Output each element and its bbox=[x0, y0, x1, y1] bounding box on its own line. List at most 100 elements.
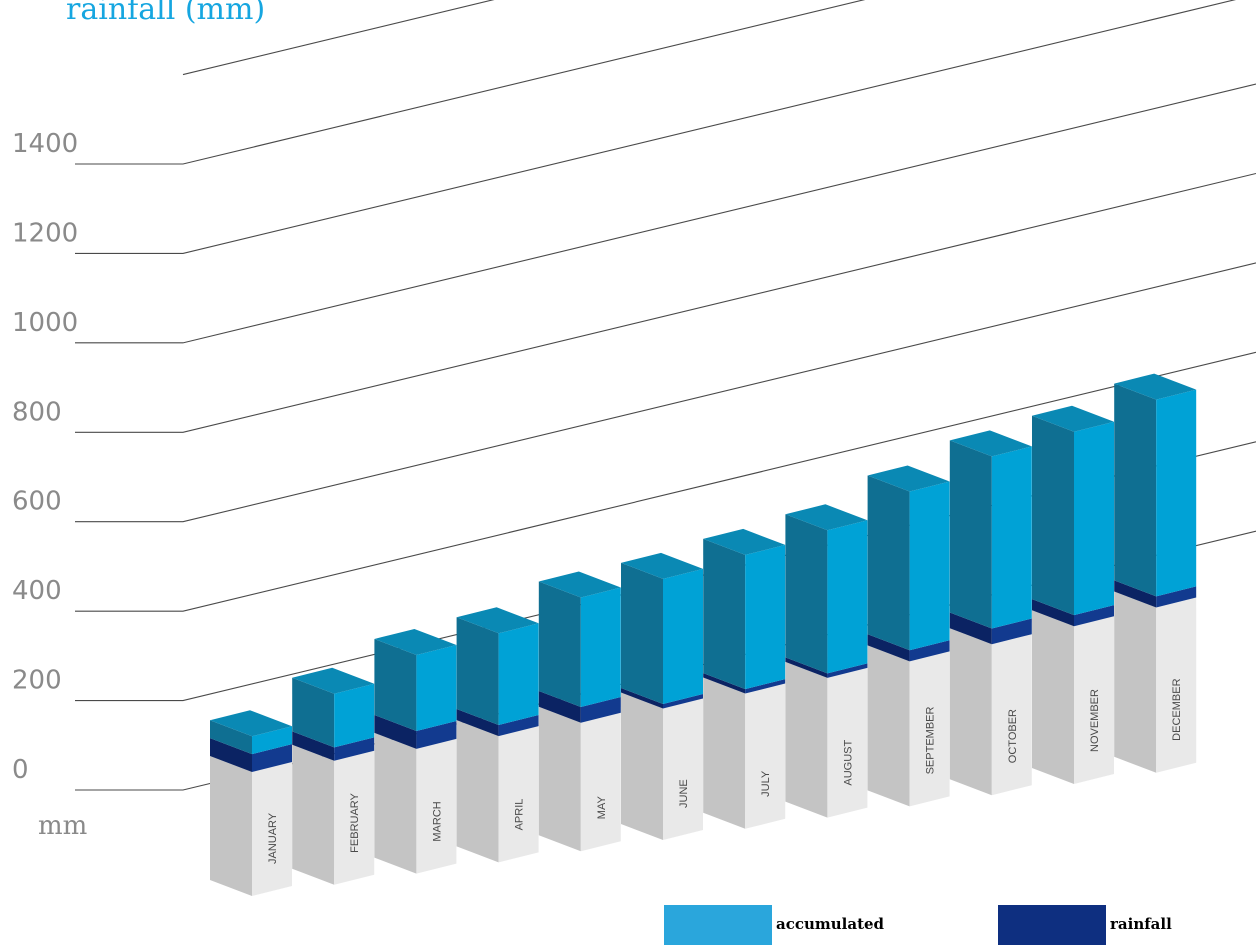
rainfall-bar-side bbox=[991, 618, 1032, 645]
y-tick-label: 1000 bbox=[12, 308, 78, 338]
pedestal-left-face bbox=[538, 706, 581, 852]
accumulated-bar-side bbox=[663, 568, 703, 705]
bar-group: SEPTEMBER bbox=[867, 465, 950, 807]
pedestal-right-face bbox=[580, 712, 621, 852]
accumulated-bar-side bbox=[1074, 421, 1114, 616]
accumulated-bar-top bbox=[785, 504, 868, 531]
accumulated-bar-side bbox=[1156, 389, 1197, 597]
pedestal-left-face bbox=[621, 692, 663, 840]
accumulated-bar-side bbox=[252, 726, 292, 755]
pedestal-right-face bbox=[745, 683, 786, 829]
rainfall-bar bbox=[456, 708, 499, 737]
accumulated-bar-top bbox=[949, 430, 1032, 457]
accumulated-bar-side bbox=[827, 520, 868, 674]
pedestal-right-face bbox=[663, 698, 703, 840]
y-tick-label: 200 bbox=[12, 666, 62, 696]
bar-group: FEBRUARY bbox=[292, 667, 375, 885]
month-label: MARCH bbox=[431, 801, 443, 841]
accumulated-bar-top bbox=[1114, 373, 1197, 400]
pedestal-right-face bbox=[909, 651, 950, 807]
y-axis-ticks: 0 200 400 600 800 1000 1200 1400 mm bbox=[12, 129, 87, 841]
legend-swatch bbox=[998, 905, 1106, 945]
accumulated-bar-top bbox=[867, 465, 950, 492]
accumulated-bar-side bbox=[416, 644, 457, 731]
bar-group: AUGUST bbox=[785, 504, 868, 818]
bar-group: JANUARY bbox=[210, 710, 292, 896]
accumulated-bar-side bbox=[580, 587, 621, 708]
legend: accumulated rainfall bbox=[664, 905, 1172, 945]
accumulated-bar-side bbox=[909, 481, 950, 651]
pedestal-right-face bbox=[1074, 616, 1114, 784]
month-label: MAY bbox=[596, 796, 608, 820]
accumulated-bar bbox=[703, 538, 746, 690]
bar-group: NOVEMBER bbox=[1032, 405, 1114, 784]
accumulated-bar bbox=[621, 562, 663, 705]
month-label: APRIL bbox=[514, 799, 526, 831]
accumulated-bar-top bbox=[374, 628, 457, 655]
rainfall-bar-side bbox=[827, 663, 868, 678]
pedestal-left-face bbox=[703, 677, 746, 829]
pedestal-left-face bbox=[867, 645, 910, 807]
rainfall-bar-side bbox=[252, 744, 292, 772]
accumulated-bar bbox=[538, 581, 581, 708]
accumulated-bar bbox=[210, 720, 252, 755]
pedestal-left-face bbox=[210, 756, 252, 896]
accumulated-bar-top bbox=[703, 528, 786, 555]
gridline bbox=[75, 0, 1237, 254]
bar-group: MARCH bbox=[374, 628, 457, 874]
accumulated-bar-top bbox=[456, 607, 539, 634]
rainfall-bar-side bbox=[498, 714, 539, 737]
accumulated-bar bbox=[949, 440, 992, 629]
month-label: NOVEMBER bbox=[1089, 689, 1101, 752]
accumulated-bar bbox=[1114, 383, 1157, 597]
rainfall-bar-side bbox=[1156, 586, 1197, 608]
pedestal-right-face bbox=[498, 726, 539, 863]
accumulated-bar-top bbox=[1032, 405, 1114, 432]
month-label: OCTOBER bbox=[1007, 709, 1019, 763]
rainfall-bar bbox=[374, 714, 417, 749]
legend-swatch bbox=[664, 905, 772, 945]
rainfall-bar-side bbox=[416, 720, 457, 749]
pedestal-left-face bbox=[456, 720, 499, 863]
legend-label: rainfall bbox=[1110, 915, 1172, 933]
rainfall-bar bbox=[785, 657, 828, 678]
month-label: FEBRUARY bbox=[349, 792, 361, 852]
gridline bbox=[75, 83, 1256, 344]
legend-accumulated: accumulated bbox=[664, 905, 885, 945]
pedestal-left-face bbox=[949, 628, 992, 796]
chart-title: rainfall (mm) bbox=[66, 0, 266, 27]
bar-group: JUNE bbox=[621, 552, 703, 840]
accumulated-bar-side bbox=[334, 683, 375, 748]
month-label: JANUARY bbox=[267, 812, 279, 864]
pedestal-left-face bbox=[785, 661, 828, 818]
month-label: DECEMBER bbox=[1171, 678, 1183, 740]
pedestal-left-face bbox=[374, 732, 417, 874]
rainfall-bar bbox=[949, 612, 992, 645]
month-label: AUGUST bbox=[842, 739, 854, 785]
accumulated-bar bbox=[292, 677, 335, 748]
legend-rainfall: rainfall bbox=[998, 905, 1172, 945]
gridline bbox=[182, 0, 495, 76]
month-label: JUNE bbox=[678, 779, 690, 808]
pedestal-right-face bbox=[416, 738, 457, 874]
accumulated-bar bbox=[374, 638, 417, 731]
y-tick-label: 600 bbox=[12, 487, 62, 517]
pedestal-left-face bbox=[1032, 610, 1074, 784]
accumulated-bar-top bbox=[621, 552, 703, 579]
rainfall-bar bbox=[621, 688, 663, 709]
rainfall-bar-side bbox=[909, 640, 950, 662]
rainfall-bar-side bbox=[663, 694, 703, 709]
accumulated-bar-top bbox=[538, 571, 621, 598]
pedestal-right-face bbox=[991, 634, 1032, 796]
gridline bbox=[75, 0, 866, 165]
accumulated-bar-side bbox=[498, 623, 539, 725]
accumulated-bar-top bbox=[210, 710, 292, 737]
bar-group: JULY bbox=[703, 528, 786, 829]
pedestal-left-face bbox=[1114, 591, 1157, 773]
accumulated-bar bbox=[456, 617, 499, 725]
accumulated-bar bbox=[1032, 415, 1074, 616]
y-axis-unit: mm bbox=[38, 811, 87, 841]
bar-group: OCTOBER bbox=[949, 430, 1032, 796]
pedestal-left-face bbox=[292, 744, 335, 885]
